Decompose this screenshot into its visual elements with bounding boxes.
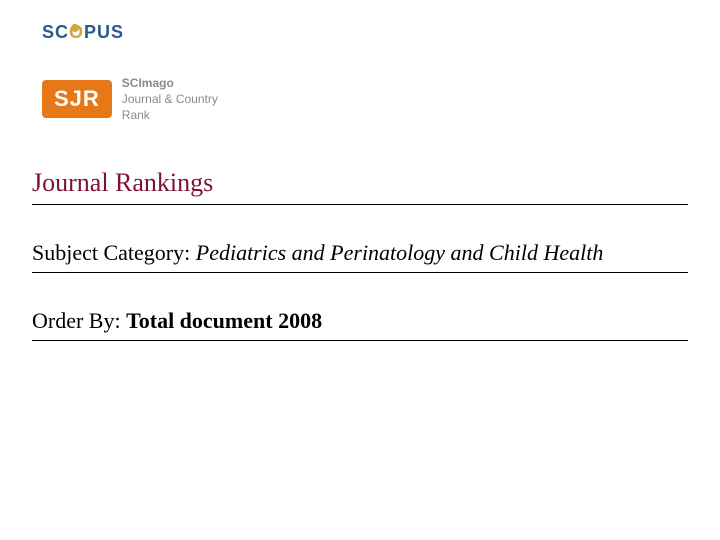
sjr-tagline: SCImago Journal & Country Rank xyxy=(122,75,218,124)
order-by-label: Order By: xyxy=(32,308,126,333)
scopus-logo: SCOPUS xyxy=(42,22,124,42)
subject-category-label: Subject Category: xyxy=(32,240,196,265)
sjr-badge: SJR xyxy=(42,80,112,118)
subject-category-value: Pediatrics and Perinatology and Child He… xyxy=(196,240,604,265)
sjr-tagline-line: Journal & Country xyxy=(122,91,218,107)
scopus-o-icon: O xyxy=(69,22,84,42)
sjr-tagline-line: Rank xyxy=(122,107,218,123)
page-title: Journal Rankings xyxy=(32,168,688,205)
sjr-logo-container: SJR SCImago Journal & Country Rank xyxy=(42,75,218,124)
scopus-text-part: PUS xyxy=(84,22,124,42)
subject-category-line: Subject Category: Pediatrics and Perinat… xyxy=(32,240,688,273)
order-by-value: Total document 2008 xyxy=(126,308,322,333)
sjr-tagline-line: SCImago xyxy=(122,75,218,91)
scopus-text-part: SC xyxy=(42,22,69,42)
scopus-logo-container: SCOPUS xyxy=(42,22,124,43)
order-by-line: Order By: Total document 2008 xyxy=(32,308,688,341)
